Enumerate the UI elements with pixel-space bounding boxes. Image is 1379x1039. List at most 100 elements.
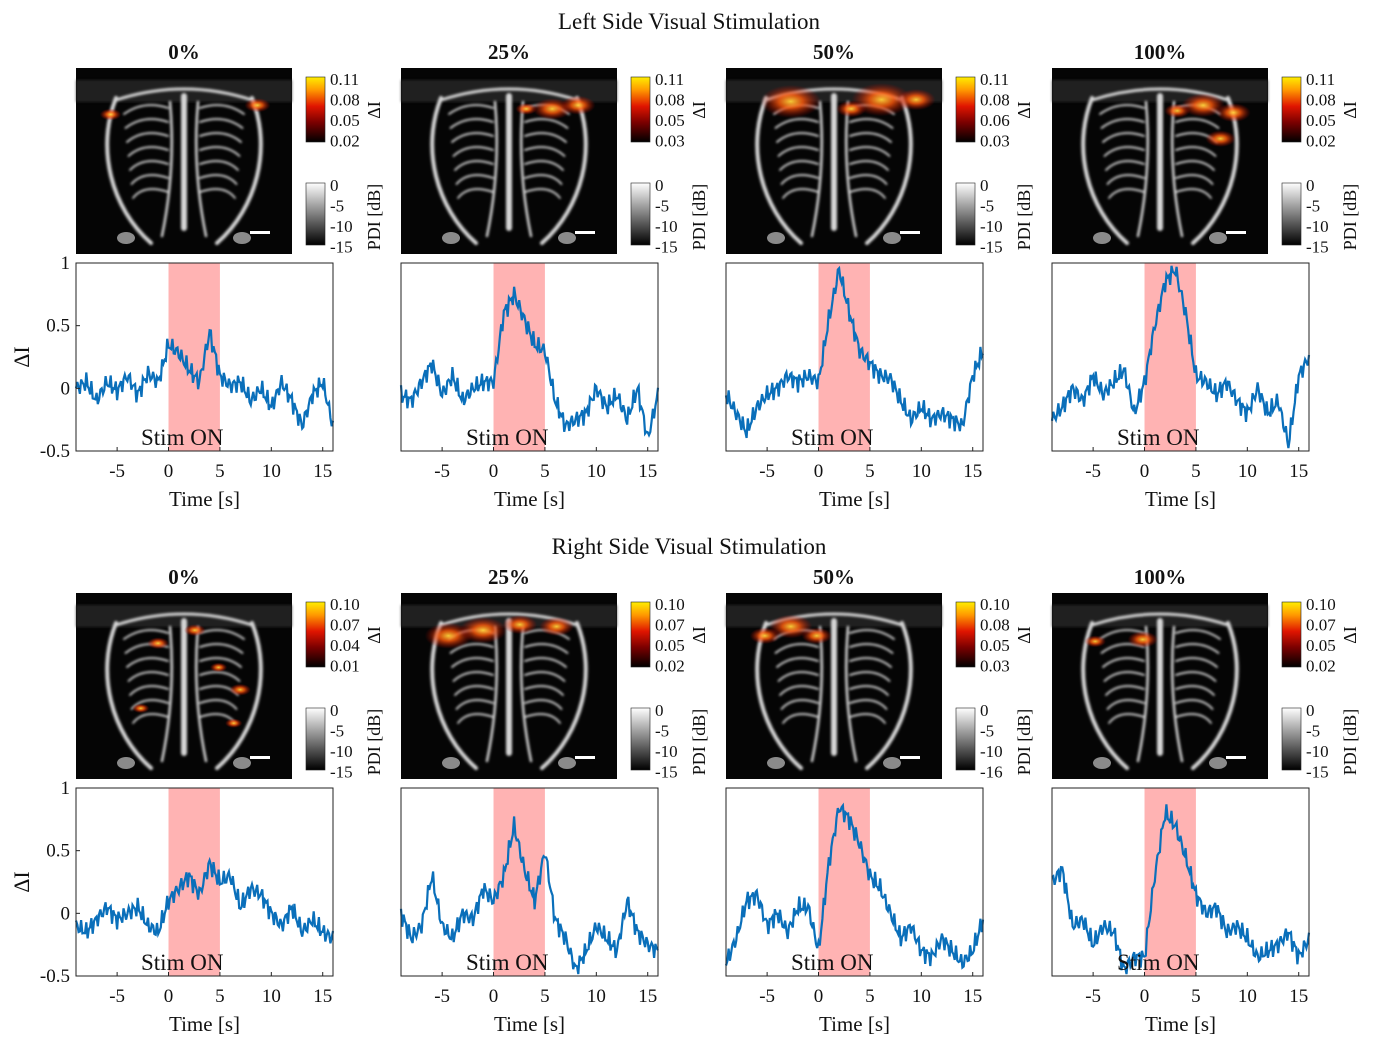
x-tick-label: 5: [1191, 461, 1201, 482]
x-tick-label: 5: [215, 461, 225, 482]
y-tick-label: 1: [61, 253, 71, 274]
panel-level-title: 100%: [1134, 40, 1187, 64]
activation-spot: [1216, 103, 1251, 123]
stim-on-label: Stim ON: [141, 950, 224, 975]
stim-on-label: Stim ON: [791, 950, 874, 975]
vessel: [849, 699, 888, 710]
panel-level-title: 50%: [813, 40, 855, 64]
x-tick-label: 0: [814, 986, 824, 1007]
vessel: [524, 657, 567, 668]
vessel: [776, 132, 819, 143]
x-tick-label: 10: [262, 461, 281, 482]
activation-spot: [1127, 631, 1158, 648]
vessel: [844, 625, 858, 763]
pdi-colorbar-tick: 0: [1306, 176, 1315, 195]
di-colorbar-tick: 0.05: [655, 111, 685, 130]
vessel: [199, 188, 236, 199]
activation-spot: [147, 637, 169, 650]
y-tick-label: 0: [61, 903, 71, 924]
pdi-colorbar-tick: -15: [655, 763, 678, 782]
vessel: [457, 188, 494, 199]
activation-spot: [244, 98, 271, 113]
x-tick-label: 0: [164, 986, 174, 1007]
pdi-colorbar-tick: -16: [980, 763, 1003, 782]
di-colorbar-tick: 0.05: [1306, 636, 1336, 655]
vessel: [779, 160, 819, 171]
vessel: [849, 685, 889, 696]
vessel-blob: [767, 757, 785, 769]
x-tick-label: 5: [1191, 986, 1201, 1007]
vessel: [215, 621, 263, 770]
vessel: [849, 671, 891, 682]
vessel: [452, 146, 494, 157]
x-tick-label: 0: [1140, 461, 1150, 482]
vessel: [524, 118, 569, 129]
stim-window: [493, 263, 545, 451]
activation-spot: [225, 718, 243, 728]
stim-on-label: Stim ON: [1117, 425, 1200, 450]
pdi-colorbar-tick: -10: [330, 217, 353, 236]
pdi-colorbar-tick: 0: [655, 176, 664, 195]
di-colorbar-tick: 0.03: [980, 657, 1010, 676]
vessel: [849, 132, 892, 143]
activation-spot: [1205, 130, 1236, 147]
activation-spot: [896, 88, 936, 111]
di-colorbar-tick: 0.02: [1306, 657, 1336, 676]
pdi-colorbar-tick: -15: [1306, 238, 1329, 257]
vessel: [780, 699, 819, 710]
x-tick-label: 15: [1289, 986, 1308, 1007]
activation-spot: [459, 617, 507, 644]
vessel: [485, 100, 499, 238]
activation-spot: [515, 102, 538, 115]
x-axis-label: Time [s]: [819, 1012, 890, 1036]
scale-bar: [900, 231, 920, 234]
x-tick-label: 10: [262, 986, 281, 1007]
x-tick-label: 5: [215, 986, 225, 1007]
vessel: [1105, 685, 1145, 696]
pdi-colorbar-label: PDI [dB]: [689, 184, 709, 251]
pdi-colorbar: [630, 707, 651, 771]
vessel: [1136, 100, 1150, 238]
activation-spot: [1181, 93, 1225, 118]
vessel: [865, 96, 913, 245]
panel-level-title: 25%: [488, 565, 530, 589]
activation-overlay: [1164, 93, 1251, 147]
stim-on-label: Stim ON: [1117, 950, 1200, 975]
pdi-colorbar-tick: -15: [330, 238, 353, 257]
di-colorbar-tick: 0.08: [655, 91, 685, 110]
vessel: [129, 685, 169, 696]
plot-axes: [75, 787, 334, 977]
vessel: [199, 118, 244, 129]
vessel: [849, 629, 895, 640]
di-colorbar-label: ΔI: [689, 626, 709, 644]
di-colorbar-label: ΔI: [1014, 101, 1034, 119]
x-tick-label: 15: [638, 986, 657, 1007]
vessel: [1175, 699, 1214, 710]
x-tick-label: 15: [1289, 461, 1308, 482]
x-tick-label: 10: [1238, 461, 1257, 482]
vessel: [524, 671, 566, 682]
vessel: [524, 643, 569, 654]
vessel: [123, 629, 169, 640]
x-axis-label: Time [s]: [169, 1012, 240, 1036]
vessel-blob: [1093, 232, 1111, 244]
x-tick-label: 10: [587, 461, 606, 482]
activation-spot: [99, 108, 122, 121]
di-colorbar-tick: 0.10: [980, 595, 1010, 614]
y-tick-label: 0.5: [46, 316, 70, 337]
x-tick-label: -5: [759, 461, 775, 482]
plot-axes: [400, 787, 659, 977]
vessel-blob: [233, 232, 251, 244]
vessel: [485, 625, 499, 763]
vessel: [779, 685, 819, 696]
pdi-colorbar-tick: -10: [980, 742, 1003, 761]
vessel: [1099, 104, 1145, 115]
pdi-colorbar-tick: 0: [980, 176, 989, 195]
vessel: [1106, 699, 1145, 710]
pdi-colorbar-tick: -5: [980, 197, 994, 216]
